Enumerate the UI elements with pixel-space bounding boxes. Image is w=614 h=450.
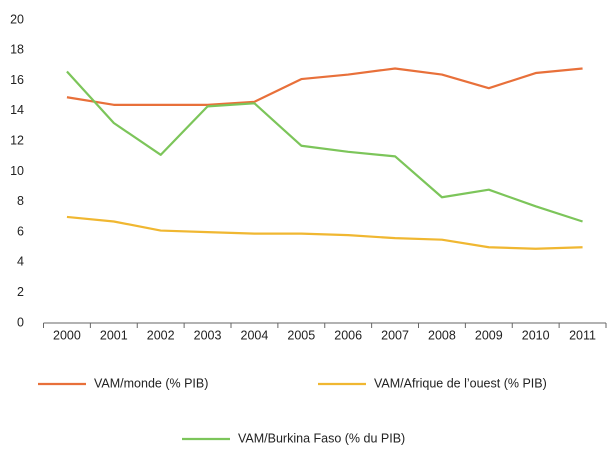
y-tick-label: 16 [10, 73, 24, 87]
x-tick-label: 2000 [53, 328, 81, 342]
x-tick-label: 2001 [100, 328, 128, 342]
x-tick-label: 2006 [334, 328, 362, 342]
x-tick-label: 2004 [241, 328, 269, 342]
series-line [66, 215, 583, 250]
legend-label: VAM/Afrique de l’ouest (% PIB) [374, 376, 547, 390]
y-tick-label: 0 [17, 315, 24, 329]
x-tick-label: 2009 [475, 328, 503, 342]
x-tick-label: 2010 [522, 328, 550, 342]
legend-label: VAM/monde (% PIB) [94, 376, 208, 390]
y-tick-label: 10 [10, 164, 24, 178]
legend-label: VAM/Burkina Faso (% du PIB) [238, 431, 405, 445]
x-tick-label: 2002 [147, 328, 175, 342]
y-tick-label: 2 [17, 285, 24, 299]
series-line [66, 70, 583, 223]
y-tick-label: 20 [10, 12, 24, 26]
y-tick-label: 12 [10, 133, 24, 147]
y-tick-label: 8 [17, 194, 24, 208]
y-tick-label: 6 [17, 224, 24, 238]
x-tick-label: 2003 [194, 328, 222, 342]
series-line [66, 67, 583, 106]
x-tick-label: 2011 [569, 328, 596, 342]
y-tick-label: 14 [10, 103, 24, 117]
x-tick-label: 2005 [287, 328, 315, 342]
x-tick-label: 2007 [381, 328, 409, 342]
x-tick-label: 2008 [428, 328, 456, 342]
y-tick-label: 18 [10, 43, 24, 57]
y-tick-label: 4 [17, 255, 24, 269]
